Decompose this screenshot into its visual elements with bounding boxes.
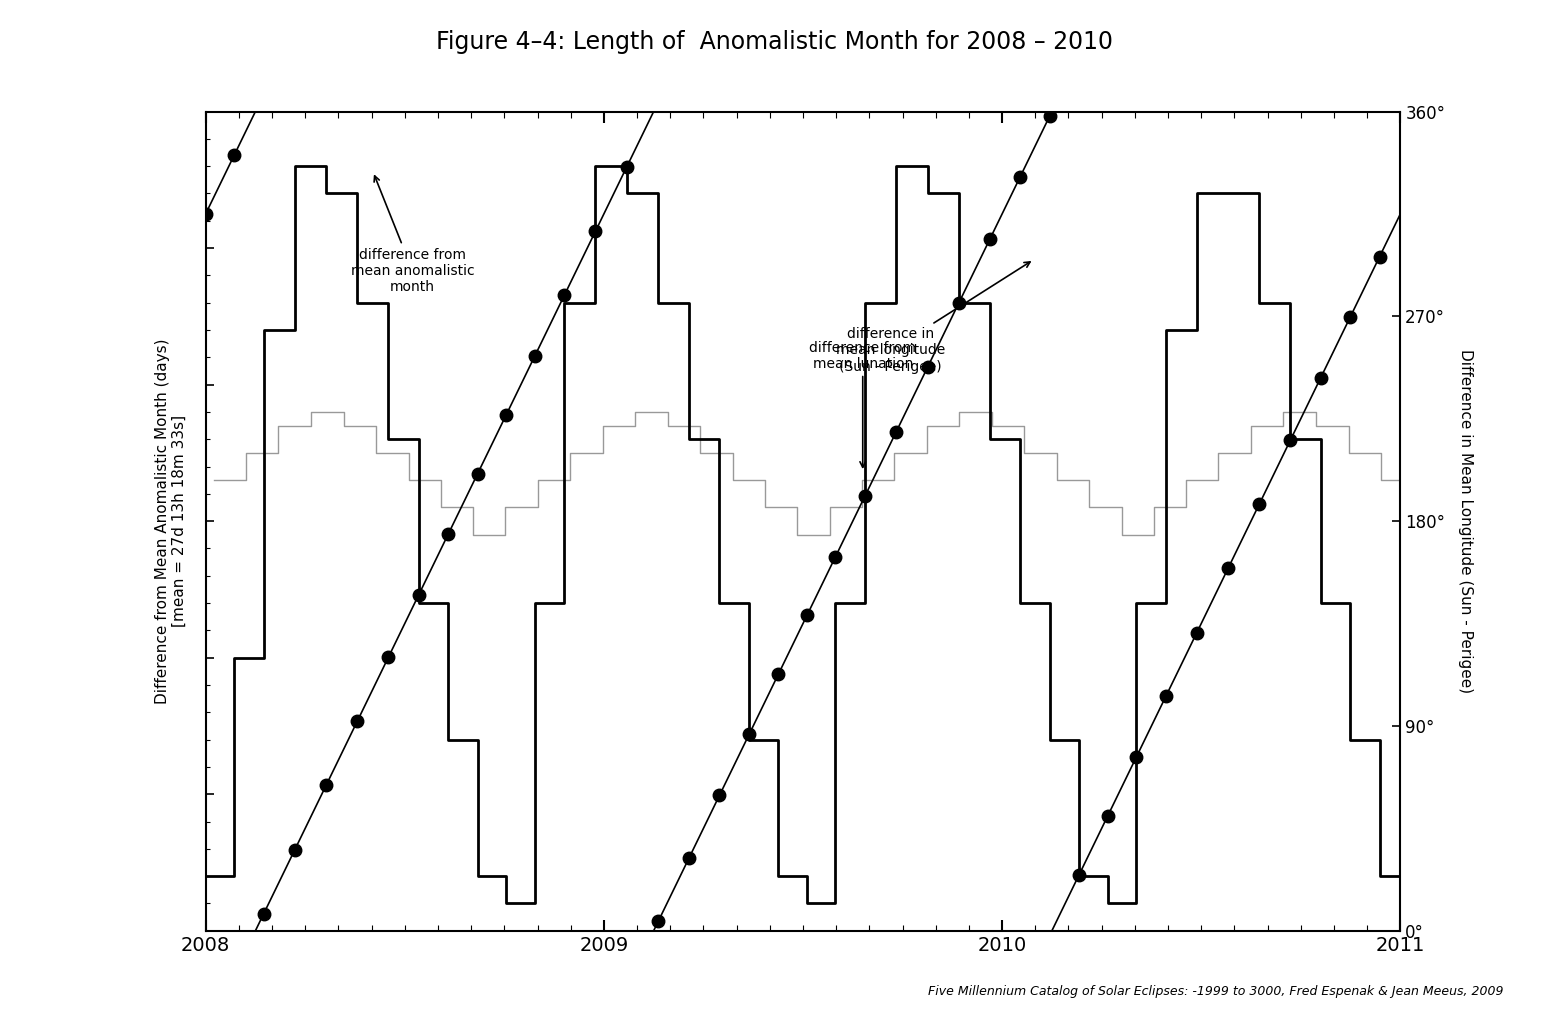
Text: Figure 4–4: Length of  Anomalistic Month for 2008 – 2010: Figure 4–4: Length of Anomalistic Month … (437, 30, 1113, 55)
Y-axis label: Difference in Mean Longitude (Sun - Perigee): Difference in Mean Longitude (Sun - Peri… (1459, 349, 1472, 693)
Text: difference in
mean longitude
(Sun - Perigee): difference in mean longitude (Sun - Peri… (835, 262, 1031, 374)
Text: Five Millennium Catalog of Solar Eclipses: -1999 to 3000, Fred Espenak & Jean Me: Five Millennium Catalog of Solar Eclipse… (928, 985, 1504, 998)
Text: difference from
mean lunation: difference from mean lunation (809, 340, 916, 468)
Text: difference from
mean anomalistic
month: difference from mean anomalistic month (350, 176, 474, 295)
Y-axis label: Difference from Mean Anomalistic Month (days)
[mean = 27d 13h 18m 33s]: Difference from Mean Anomalistic Month (… (155, 338, 188, 704)
